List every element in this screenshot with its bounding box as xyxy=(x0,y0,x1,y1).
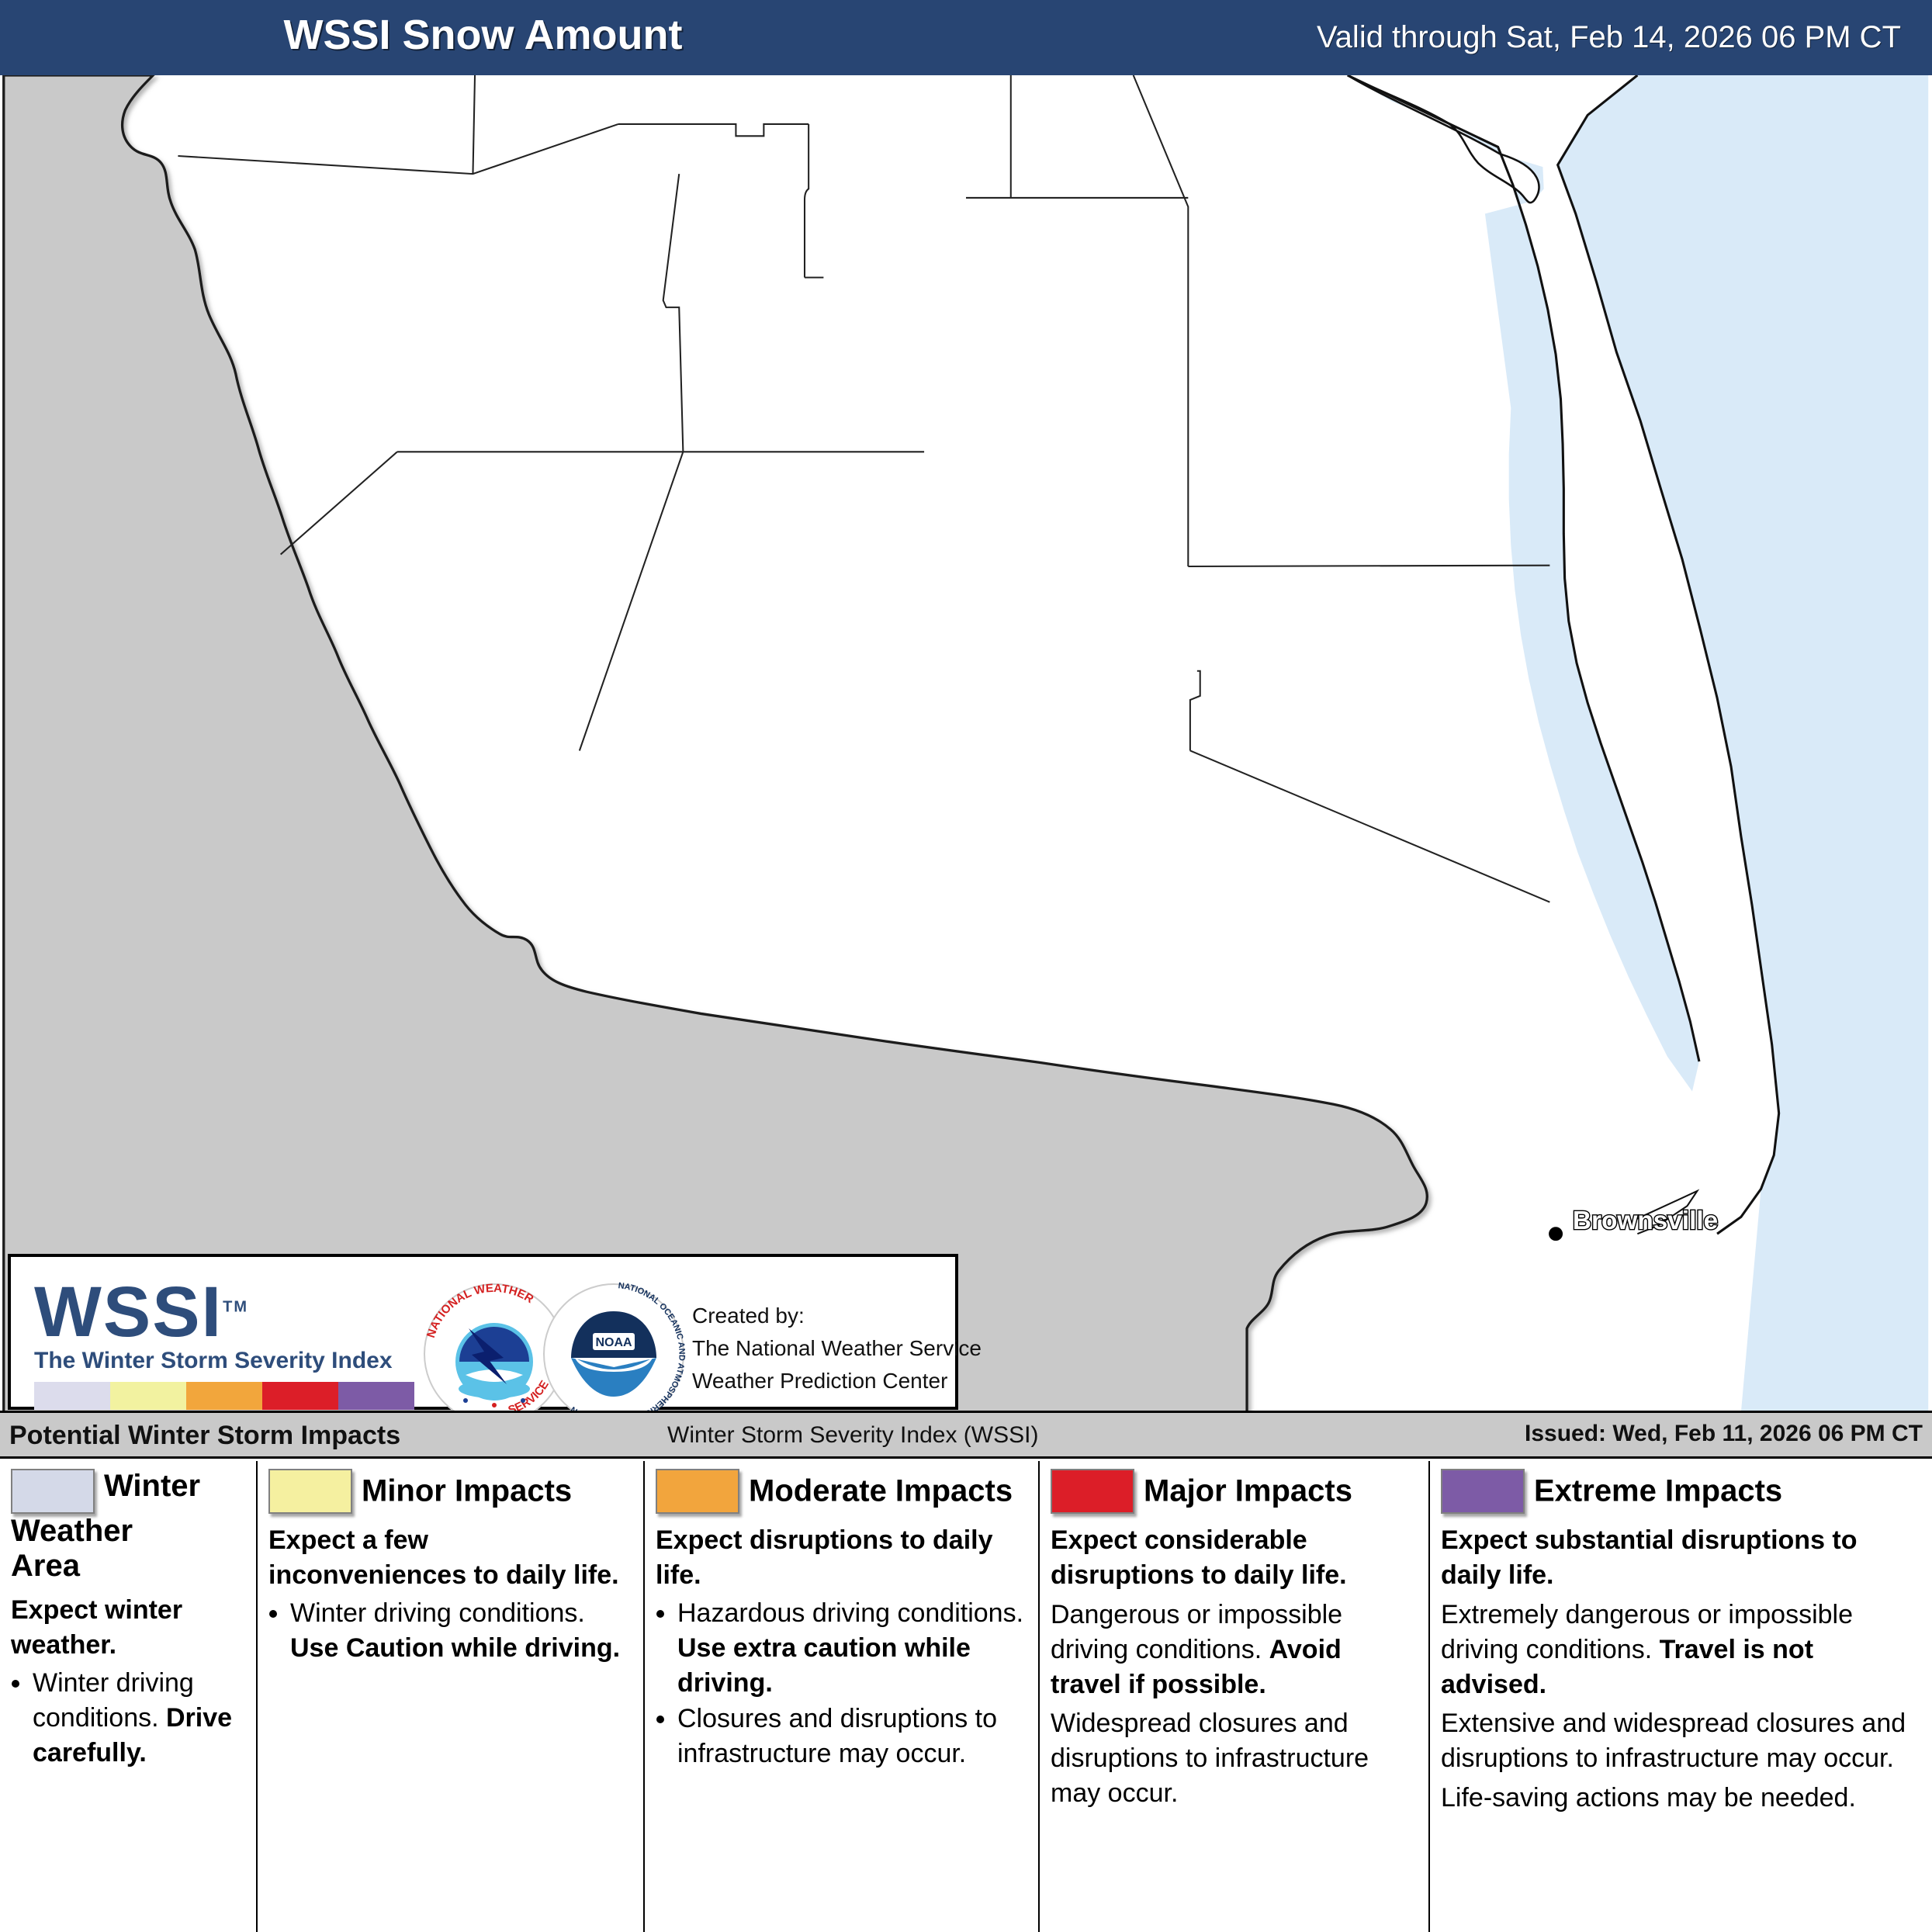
svg-text:NOAA: NOAA xyxy=(595,1336,632,1349)
svg-text:Brownsville: Brownsville xyxy=(1573,1207,1718,1235)
